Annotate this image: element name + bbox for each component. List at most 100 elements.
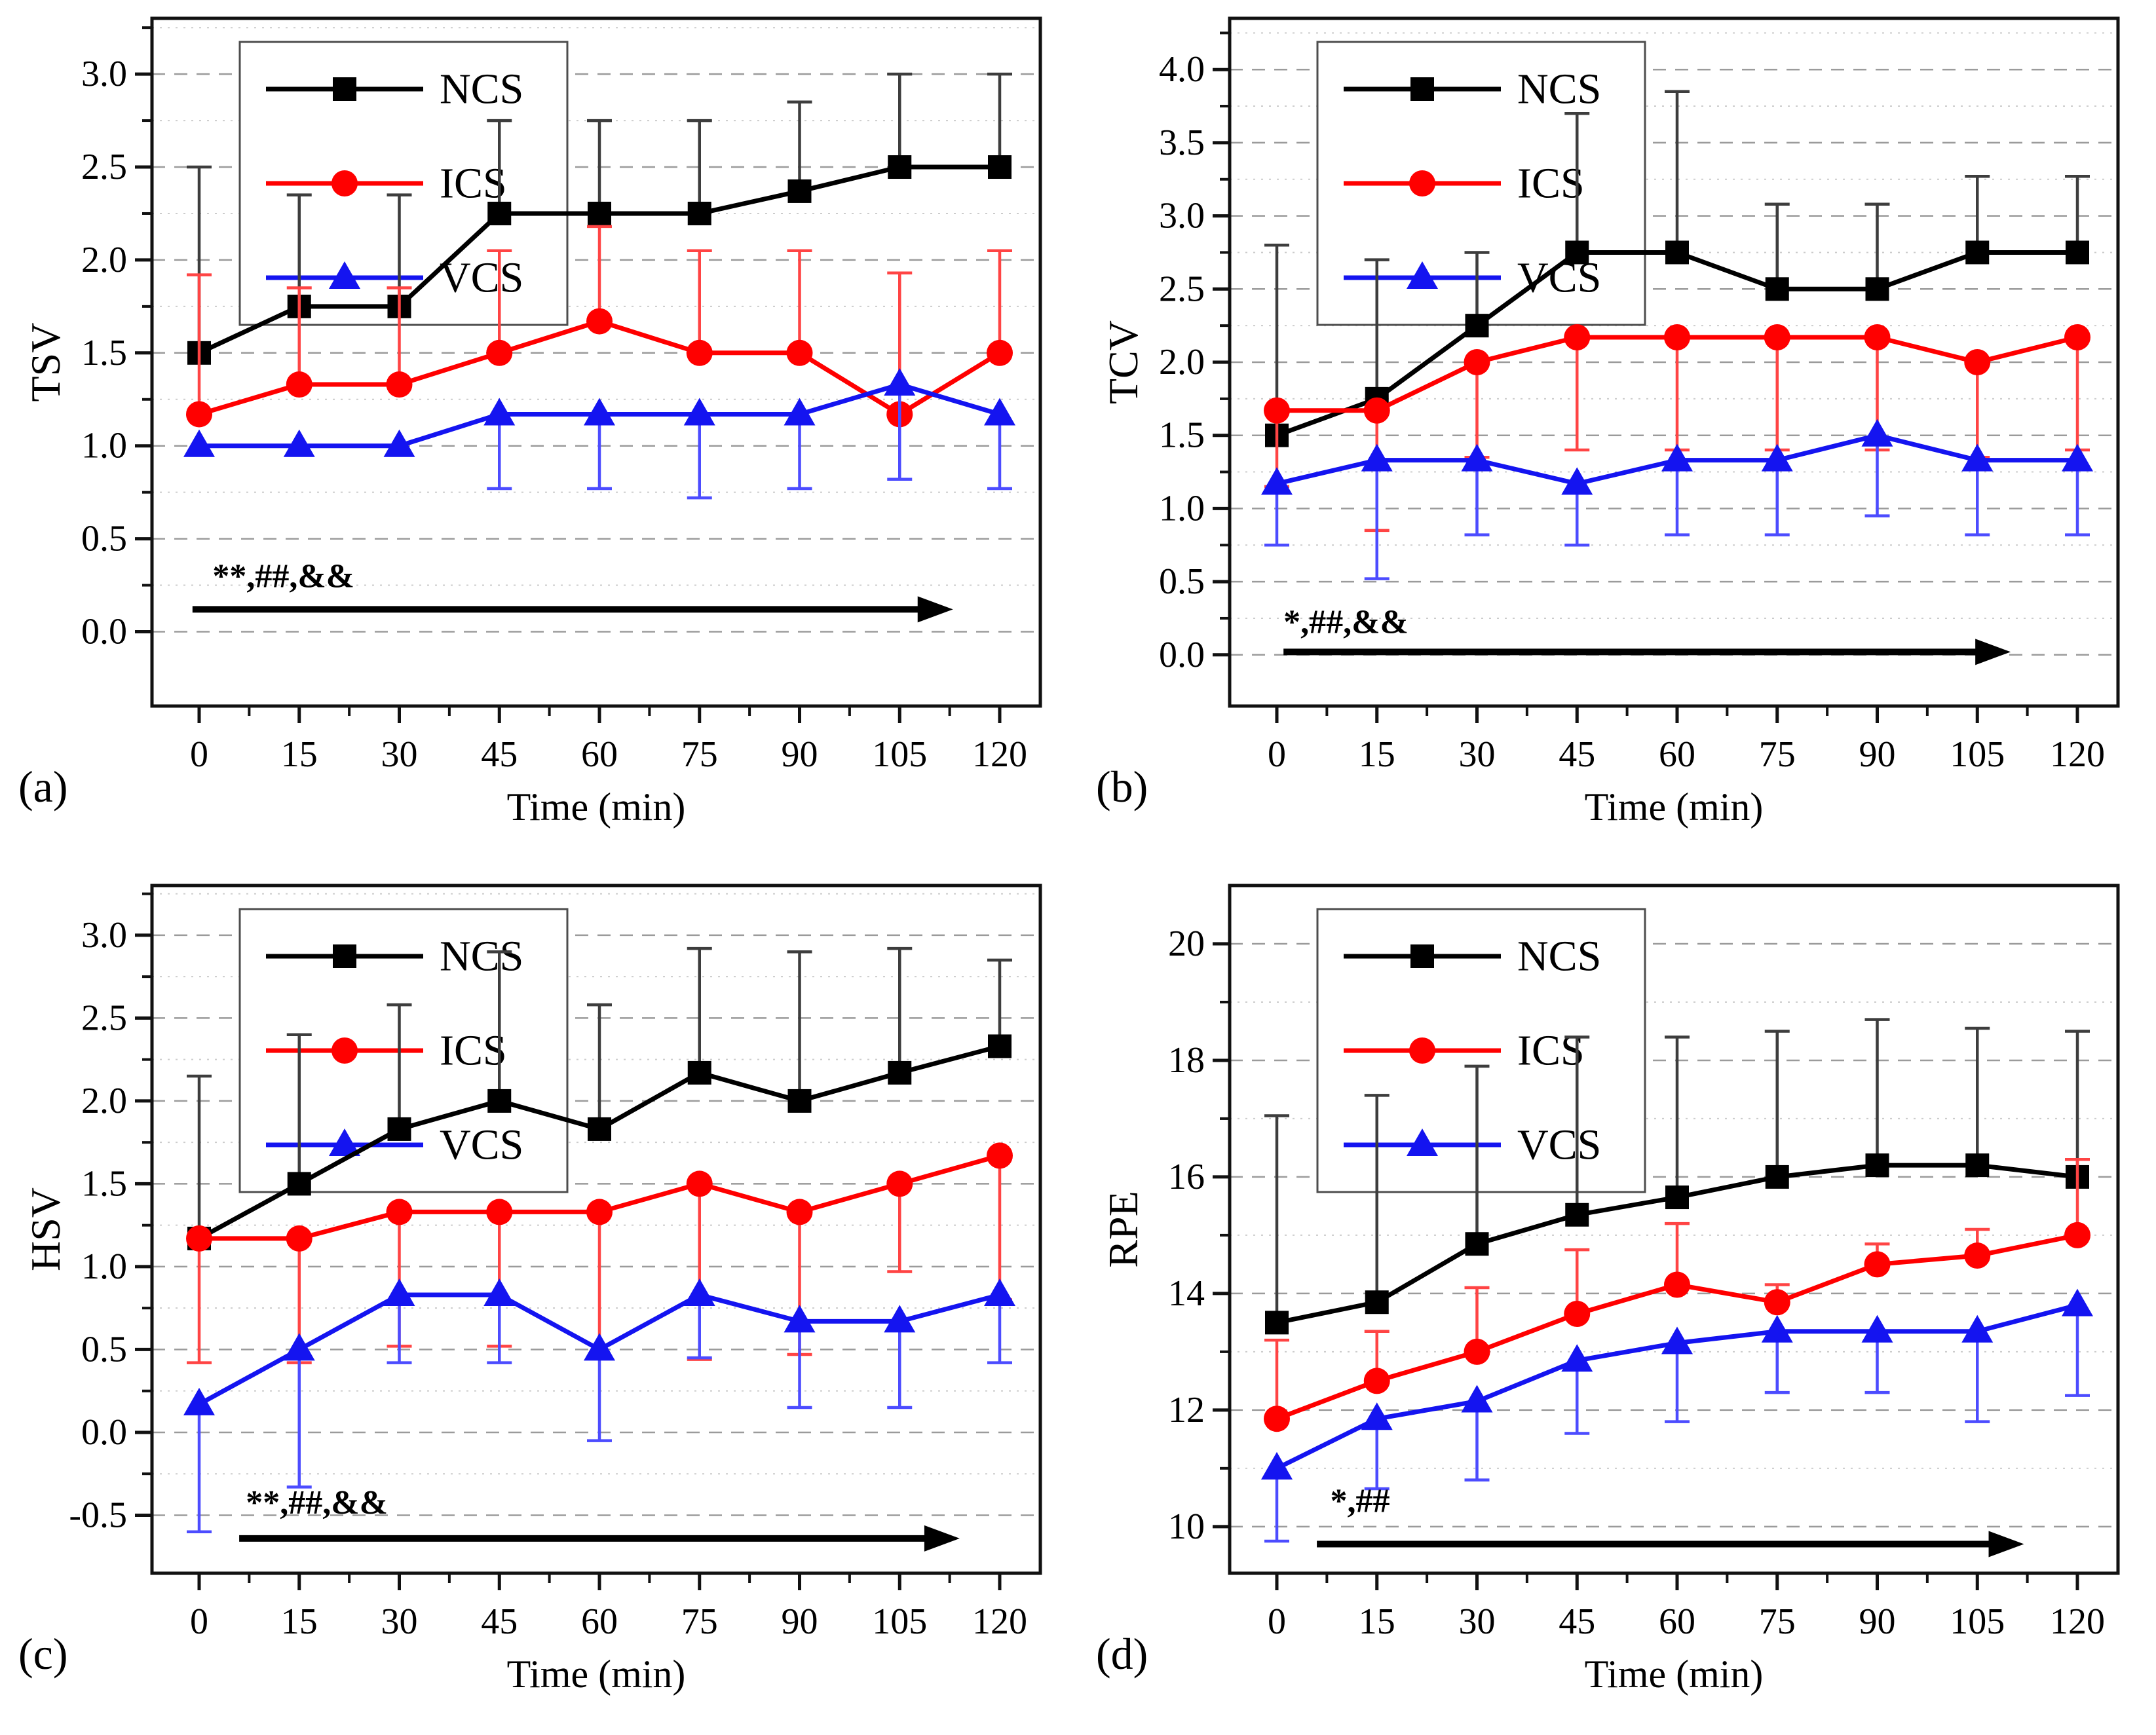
svg-text:60: 60	[1659, 734, 1695, 775]
significance-annotation: *,##	[1317, 1483, 2024, 1558]
svg-text:*,##,&&: *,##,&&	[1283, 603, 1409, 641]
x-axis-title: Time (min)	[506, 1652, 686, 1696]
svg-text:2.0: 2.0	[81, 240, 127, 280]
svg-text:3.5: 3.5	[1159, 122, 1205, 163]
arrowhead-icon	[1975, 639, 2011, 665]
svg-text:3.0: 3.0	[81, 54, 127, 94]
svg-text:**,##,&&: **,##,&&	[246, 1484, 388, 1521]
svg-text:15: 15	[1359, 734, 1395, 775]
svg-text:2.0: 2.0	[1159, 342, 1205, 382]
svg-text:90: 90	[782, 1601, 818, 1642]
svg-text:120: 120	[2050, 734, 2105, 775]
svg-text:-0.5: -0.5	[69, 1495, 127, 1535]
svg-text:0: 0	[1268, 734, 1286, 775]
panel-c: -0.5 0.0 0.5 1.0 1.5 2.0 2.5 3.0 0 15 30 45 60 75 90 10…	[0, 867, 1078, 1734]
svg-text:2.5: 2.5	[1159, 269, 1205, 309]
x-axis-title: Time (min)	[1584, 1652, 1764, 1696]
svg-text:120: 120	[2050, 1601, 2105, 1642]
series-VCS	[1261, 419, 2093, 580]
svg-text:4.0: 4.0	[1159, 49, 1205, 90]
svg-text:3.0: 3.0	[81, 915, 127, 956]
svg-text:12: 12	[1168, 1390, 1205, 1430]
series-VCS	[183, 368, 1015, 500]
panel-letter: (c)	[18, 1629, 68, 1679]
series-NCS	[1264, 1018, 2090, 1335]
chart-b-tcv: 0.0 0.5 1.0 1.5 2.0 2.5 3.0 3.5 4.0 0 15 30 45 60 75 90…	[1159, 16, 2120, 775]
panel-b: 0.0 0.5 1.0 1.5 2.0 2.5 3.0 3.5 4.0 0 15 30 45 60 75 90…	[1078, 0, 2155, 867]
svg-text:0.5: 0.5	[1159, 561, 1205, 602]
svg-text:105: 105	[1950, 734, 2005, 775]
axes: 0.0 0.5 1.0 1.5 2.0 2.5 3.0 3.5 4.0 0 15 30 45 60 75 90…	[1159, 16, 2120, 775]
svg-text:ICS: ICS	[440, 1027, 507, 1075]
svg-text:15: 15	[281, 734, 318, 775]
arrowhead-icon	[1988, 1531, 2024, 1558]
svg-text:**,##,&&: **,##,&&	[212, 557, 354, 595]
svg-text:0.5: 0.5	[81, 1329, 127, 1370]
x-axis-title: Time (min)	[1584, 785, 1764, 829]
legend: NCS ICS VCS	[238, 41, 569, 326]
svg-text:75: 75	[1759, 734, 1796, 775]
svg-text:3.0: 3.0	[1159, 196, 1205, 236]
significance-annotation: **,##,&&	[239, 1484, 960, 1552]
svg-text:*,##: *,##	[1330, 1483, 1390, 1520]
svg-text:30: 30	[381, 734, 418, 775]
svg-text:90: 90	[782, 734, 818, 775]
svg-text:0: 0	[1268, 1601, 1286, 1642]
svg-text:120: 120	[972, 1601, 1027, 1642]
svg-text:1.5: 1.5	[81, 1163, 127, 1204]
svg-text:NCS: NCS	[1517, 933, 1601, 980]
significance-annotation: **,##,&&	[192, 557, 953, 623]
svg-text:ICS: ICS	[440, 160, 507, 208]
svg-text:0: 0	[190, 734, 208, 775]
svg-text:VCS: VCS	[440, 254, 523, 302]
series-ICS	[1264, 1157, 2090, 1432]
svg-text:15: 15	[281, 1601, 318, 1642]
panel-d: 10 12 14 16 18 20 0 15 30 45 60 75 90 105 120 NCS ICS VCS…	[1078, 867, 2155, 1734]
svg-text:0.0: 0.0	[81, 611, 127, 652]
svg-text:ICS: ICS	[1517, 160, 1585, 208]
svg-text:60: 60	[581, 1601, 618, 1642]
svg-text:30: 30	[381, 1601, 418, 1642]
axes: -0.5 0.0 0.5 1.0 1.5 2.0 2.5 3.0 0 15 30 45 60 75 90 10…	[69, 884, 1042, 1642]
svg-text:1.0: 1.0	[1159, 488, 1205, 529]
panel-letter: (a)	[18, 762, 68, 812]
series-VCS	[1261, 1288, 2093, 1543]
svg-text:75: 75	[1759, 1601, 1796, 1642]
panel-a: 0.0 0.5 1.0 1.5 2.0 2.5 3.0 0 15 30 45 60 75 90 105 120…	[0, 0, 1078, 867]
y-axis-title: TCV	[1100, 320, 1146, 404]
svg-text:75: 75	[681, 1601, 718, 1642]
svg-text:120: 120	[972, 734, 1027, 775]
svg-text:NCS: NCS	[440, 933, 523, 980]
gridlines	[152, 893, 1040, 1516]
svg-text:VCS: VCS	[1517, 1121, 1601, 1169]
series-ICS	[186, 1142, 1013, 1364]
svg-text:105: 105	[872, 1601, 927, 1642]
svg-text:1.5: 1.5	[81, 333, 127, 373]
svg-text:NCS: NCS	[1517, 65, 1601, 113]
svg-text:30: 30	[1459, 1601, 1496, 1642]
svg-text:10: 10	[1168, 1506, 1205, 1547]
svg-text:14: 14	[1168, 1273, 1205, 1314]
svg-text:90: 90	[1859, 1601, 1896, 1642]
svg-text:1.5: 1.5	[1159, 415, 1205, 456]
svg-text:NCS: NCS	[440, 65, 523, 113]
svg-text:60: 60	[1659, 1601, 1695, 1642]
svg-text:75: 75	[681, 734, 718, 775]
series-VCS	[183, 1278, 1015, 1533]
svg-text:45: 45	[481, 734, 518, 775]
panel-letter: (b)	[1096, 762, 1148, 812]
y-axis-title: RPE	[1100, 1191, 1146, 1268]
svg-text:0.5: 0.5	[81, 519, 127, 559]
svg-text:105: 105	[1950, 1601, 2005, 1642]
chart-d-rpe: 10 12 14 16 18 20 0 15 30 45 60 75 90 105 120 NCS ICS VCS…	[1168, 884, 2120, 1642]
svg-text:0: 0	[190, 1601, 208, 1642]
arrowhead-icon	[924, 1525, 960, 1552]
svg-text:1.0: 1.0	[81, 1246, 127, 1287]
svg-text:0.0: 0.0	[81, 1412, 127, 1453]
svg-text:45: 45	[481, 1601, 518, 1642]
x-axis-title: Time (min)	[506, 785, 686, 829]
svg-text:2.5: 2.5	[81, 998, 127, 1038]
